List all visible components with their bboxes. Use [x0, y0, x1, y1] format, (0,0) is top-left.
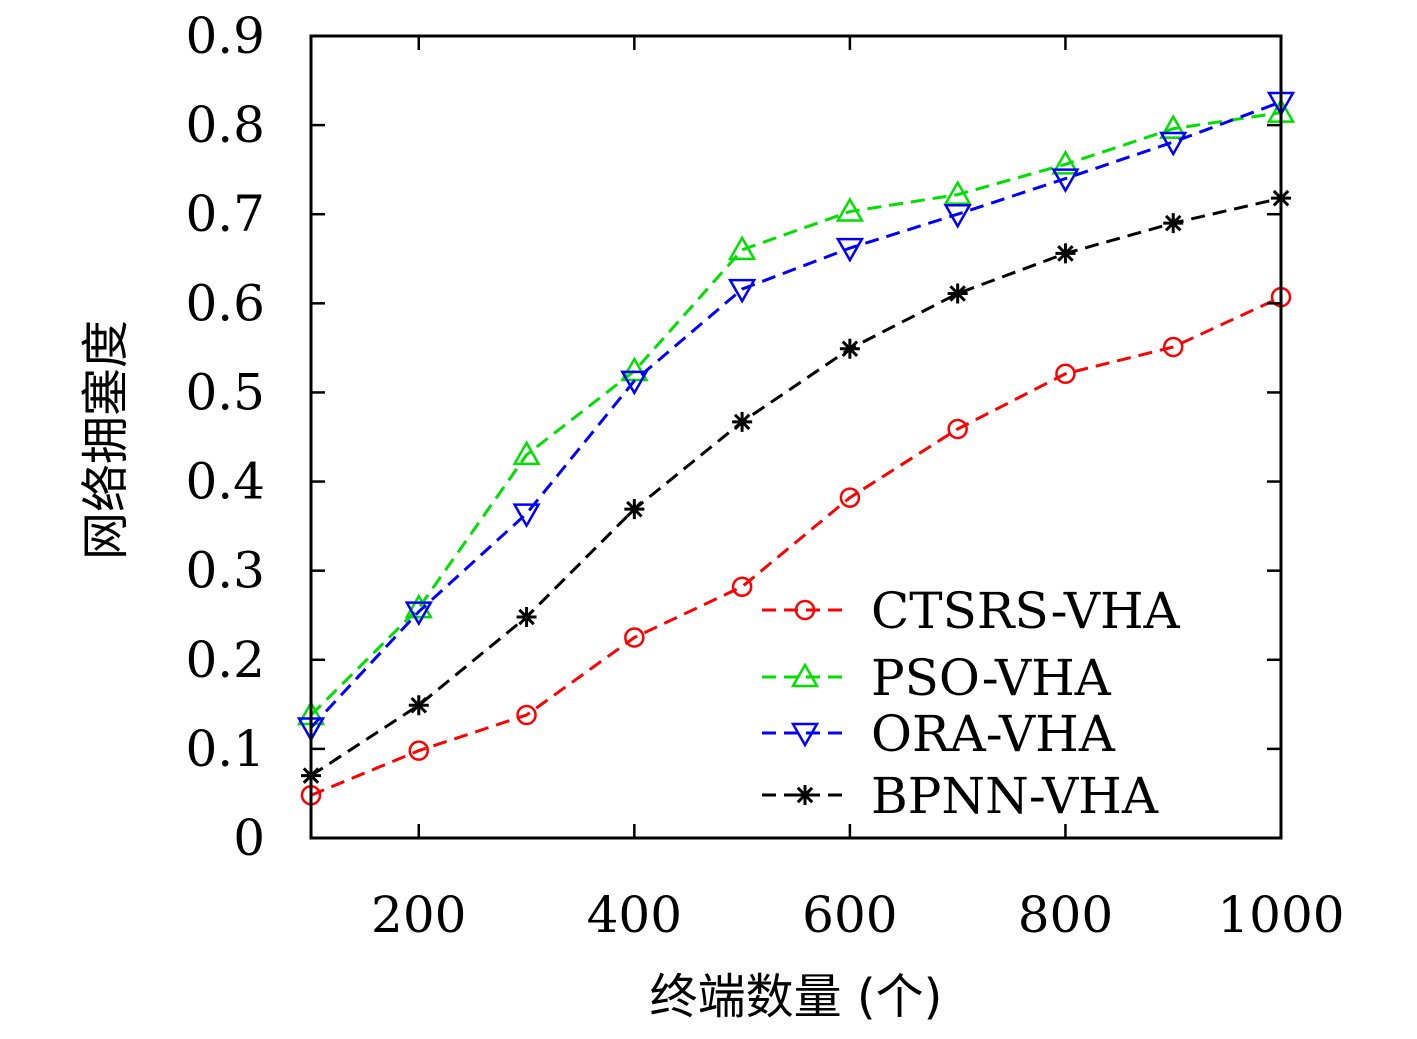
legend-label: CTSRS-VHA: [871, 582, 1181, 640]
series-ora-vha: [296, 91, 1296, 743]
legend-entry-ora-vha: ORA-VHA: [762, 705, 1116, 763]
y-tick-label: 0.2: [185, 631, 265, 689]
data-point-bpnn-vha: [839, 338, 860, 359]
legend-swatch-marker: [790, 722, 820, 748]
data-point-pso-vha: [1051, 149, 1080, 175]
data-point-bpnn-vha: [516, 607, 537, 628]
data-point-pso-vha: [943, 180, 972, 205]
data-point-pso-vha: [512, 440, 541, 466]
x-tick-label: 800: [1018, 886, 1113, 944]
data-point-bpnn-vha: [1163, 213, 1184, 234]
legend-label: BPNN-VHA: [871, 767, 1159, 825]
x-axis-label: 终端数量 (个): [650, 969, 943, 1025]
data-point-ctsrs-vha: [1162, 336, 1184, 358]
data-point-pso-vha: [727, 235, 757, 261]
data-point-ora-vha: [727, 278, 757, 304]
y-axis-label: 网络拥塞度: [78, 320, 134, 560]
data-point-ctsrs-vha: [408, 740, 430, 761]
y-tick-label: 0.9: [185, 7, 265, 65]
data-point-bpnn-vha: [947, 283, 968, 304]
y-tick-label: 0.4: [185, 453, 265, 511]
data-point-ctsrs-vha: [731, 576, 753, 597]
y-tick-label: 0.6: [185, 274, 265, 332]
x-tick-label: 1000: [1217, 886, 1344, 944]
y-tick-label: 0.3: [185, 542, 265, 600]
y-tick-label: 0.7: [185, 185, 265, 243]
series-line-pso-vha: [309, 111, 1282, 717]
legend-entry-bpnn-vha: BPNN-VHA: [762, 767, 1159, 825]
data-point-ctsrs-vha: [624, 627, 645, 648]
legend-entry-pso-vha: PSO-VHA: [762, 649, 1112, 707]
data-point-ctsrs-vha: [839, 487, 861, 508]
ticks-layer: 0 0.1 0.2 0.3 0.4 0.5 0.6 0.7 0.8 0.9 200 400 600 800…: [185, 7, 1344, 944]
y-tick-label: 0.5: [185, 363, 265, 421]
series-line-ctsrs-vha: [310, 295, 1282, 797]
series-bpnn-vha: [301, 188, 1291, 786]
data-point-ctsrs-vha: [947, 418, 968, 440]
legend-label: ORA-VHA: [871, 705, 1116, 763]
legend-swatch-marker: [795, 785, 815, 805]
legend-swatch-marker: [794, 599, 816, 621]
x-tick-label: 200: [371, 886, 466, 944]
data-point-ctsrs-vha: [516, 704, 537, 726]
data-point-ctsrs-vha: [1055, 363, 1076, 384]
plot-frame: [309, 34, 1283, 840]
data-point-bpnn-vha: [408, 695, 429, 716]
y-tick-label: 0.1: [185, 720, 265, 778]
data-point-bpnn-vha: [624, 499, 645, 520]
data-point-ora-vha: [620, 370, 649, 396]
legend-label: PSO-VHA: [871, 649, 1112, 707]
series-line-bpnn-vha: [310, 196, 1282, 777]
data-point-ora-vha: [943, 203, 972, 229]
data-point-bpnn-vha: [732, 411, 753, 432]
data-point-ora-vha: [1159, 131, 1188, 157]
legend-entry-ctsrs-vha: CTSRS-VHA: [762, 582, 1181, 640]
data-point-bpnn-vha: [1055, 243, 1076, 264]
data-point-pso-vha: [1159, 114, 1188, 139]
data-point-pso-vha: [835, 197, 865, 222]
data-point-ora-vha: [1051, 168, 1080, 194]
series-line-ora-vha: [309, 100, 1282, 729]
y-tick-label: 0.8: [185, 96, 265, 154]
y-tick-label: 0: [233, 809, 265, 867]
legend-swatch-marker: [790, 662, 820, 688]
series-layer: [296, 91, 1296, 806]
x-tick-label: 600: [802, 886, 897, 944]
data-point-ora-vha: [404, 601, 433, 627]
x-tick-label: 400: [587, 886, 682, 944]
data-point-ora-vha: [512, 503, 541, 529]
data-point-ora-vha: [835, 237, 865, 263]
